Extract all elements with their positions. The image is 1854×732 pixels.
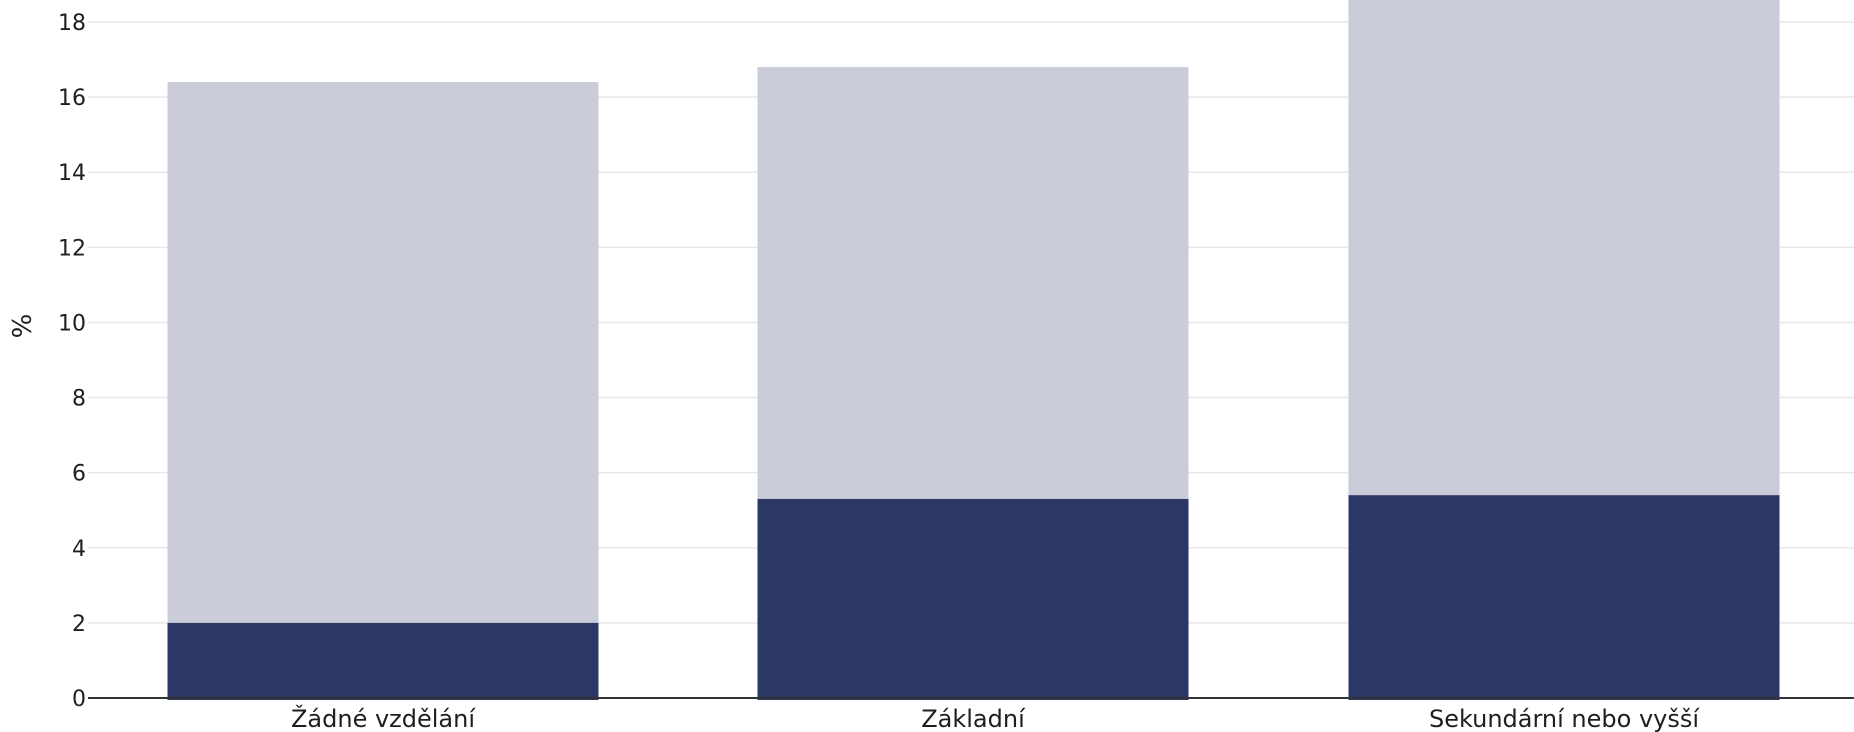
y-axis-title: % [8, 314, 38, 339]
y-tick-label: 8 [72, 387, 86, 412]
y-tick-label: 14 [58, 161, 86, 186]
y-tick-label: 4 [72, 537, 86, 562]
bar-part-2 [757, 498, 1189, 700]
bar-total-1 [167, 82, 599, 701]
bar-part-1 [167, 622, 599, 700]
y-axis-ticks: 0 2 4 6 8 10 12 14 16 18 [58, 11, 86, 712]
y-tick-label: 10 [58, 311, 86, 336]
x-category-label: Žádné vzdělání [291, 704, 476, 732]
bar-part-3 [1348, 495, 1780, 700]
bars [167, 0, 1780, 701]
x-category-label: Sekundární nebo vyšší [1429, 705, 1700, 732]
x-category-label: Základní [921, 705, 1026, 732]
y-tick-label: 16 [58, 86, 86, 111]
y-tick-label: 0 [72, 687, 86, 712]
y-tick-label: 2 [72, 612, 86, 637]
y-tick-label: 6 [72, 462, 86, 487]
y-tick-label: 12 [58, 236, 86, 261]
y-tick-label: 18 [58, 11, 86, 36]
x-axis-labels: Žádné vzdělání Základní Sekundární nebo vy… [291, 704, 1700, 732]
